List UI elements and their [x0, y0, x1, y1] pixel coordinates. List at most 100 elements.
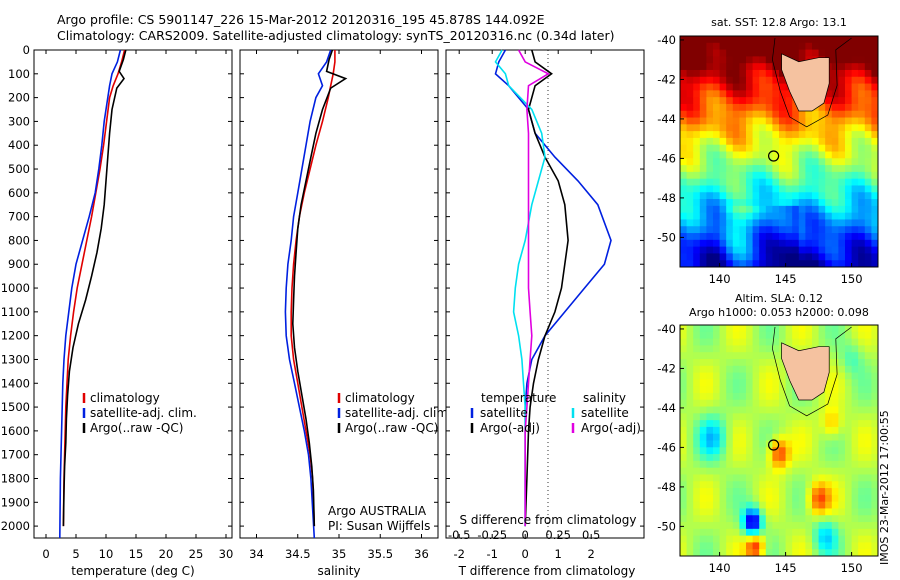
map-cell	[693, 535, 701, 544]
map-cell	[845, 433, 853, 442]
map-cell	[686, 494, 694, 503]
map-cell	[812, 406, 820, 414]
map-cell	[864, 522, 872, 530]
map-cell	[765, 454, 773, 462]
map-cell	[739, 426, 747, 435]
map-cell	[831, 474, 839, 482]
map-cell	[805, 239, 813, 248]
map-cell	[845, 440, 853, 448]
map-cell	[680, 83, 688, 91]
map-cell	[845, 508, 853, 516]
map-cell	[772, 372, 780, 380]
map-cell	[825, 549, 833, 556]
map-cell	[719, 467, 727, 476]
x-tick-label: 35	[332, 547, 347, 561]
map-cell	[792, 171, 800, 180]
map-cell	[746, 226, 754, 234]
map-cell	[812, 49, 820, 57]
map-cell	[845, 144, 853, 153]
map-cell	[752, 440, 760, 448]
map-cell	[818, 413, 826, 421]
map-cell	[798, 158, 806, 166]
map-cell	[858, 488, 866, 496]
sla-map-frame	[679, 324, 879, 557]
map-cell	[825, 124, 833, 132]
legend-title: salinity	[583, 391, 626, 405]
map-cell	[732, 345, 740, 353]
map-cell	[785, 440, 793, 448]
map-cell	[686, 117, 694, 125]
map-cell	[851, 399, 859, 408]
map-cell	[812, 131, 820, 139]
map-cell	[858, 205, 866, 214]
map-cell	[759, 212, 767, 221]
map-cell	[765, 542, 773, 550]
map-cell	[851, 372, 859, 380]
map-cell	[858, 474, 866, 482]
map-cell	[831, 345, 839, 353]
map-cell	[812, 42, 820, 51]
map-cell	[732, 406, 740, 414]
map-cell	[798, 185, 806, 193]
map-cell	[785, 212, 793, 221]
map-cell	[818, 124, 826, 132]
map-cell	[746, 144, 754, 153]
y-tick-label: 900	[8, 257, 30, 271]
map-cell	[825, 233, 833, 241]
map-cell	[699, 365, 707, 374]
map-cell	[858, 63, 866, 71]
map-cell	[739, 42, 747, 51]
salinity-panel: 34 34.5 35 35.5 36 salinity climatologysatel…	[239, 49, 452, 578]
map-cell	[706, 205, 714, 214]
map-cell	[779, 447, 787, 455]
map-cell	[759, 352, 767, 360]
map-cell	[851, 440, 859, 448]
map-cell	[713, 358, 721, 367]
map-cell	[818, 460, 826, 469]
map-cell	[726, 239, 734, 248]
map-cell	[831, 494, 839, 503]
map-cell	[818, 219, 826, 227]
map-cell	[864, 103, 872, 112]
map-cell	[726, 352, 734, 360]
map-cell	[765, 535, 773, 544]
map-cell	[772, 253, 780, 261]
map-cell	[845, 420, 853, 428]
map-cell	[693, 494, 701, 503]
map-cell	[686, 440, 694, 448]
map-cell	[706, 494, 714, 503]
map-cell	[838, 36, 846, 44]
map-cell	[726, 226, 734, 234]
map-cell	[693, 352, 701, 360]
map-cell	[845, 260, 853, 267]
map-cell	[732, 36, 740, 44]
map-cell	[851, 345, 859, 353]
map-cell	[845, 63, 853, 71]
map-cell	[858, 406, 866, 414]
map-cell	[858, 454, 866, 462]
x-tick-label: 15	[129, 547, 144, 561]
map-cell	[732, 460, 740, 469]
map-cell	[772, 467, 780, 476]
map-cell	[719, 56, 727, 64]
map-cell	[792, 165, 800, 173]
map-cell	[831, 338, 839, 346]
map-cell	[699, 42, 707, 51]
map-cell	[765, 212, 773, 221]
map-cell	[871, 460, 878, 469]
map-cell	[726, 494, 734, 503]
map-cell	[752, 522, 760, 530]
map-cell	[858, 171, 866, 180]
map-cell	[779, 36, 787, 44]
map-cell	[851, 338, 859, 346]
map-cell	[779, 158, 787, 166]
map-cell	[845, 178, 853, 187]
map-cell	[699, 433, 707, 442]
map-cell	[864, 124, 872, 132]
map-cell	[752, 386, 760, 394]
map-cell	[871, 124, 878, 132]
map-cell	[805, 413, 813, 421]
map-cell	[746, 253, 754, 261]
map-cell	[798, 110, 806, 119]
map-cell	[719, 253, 727, 261]
